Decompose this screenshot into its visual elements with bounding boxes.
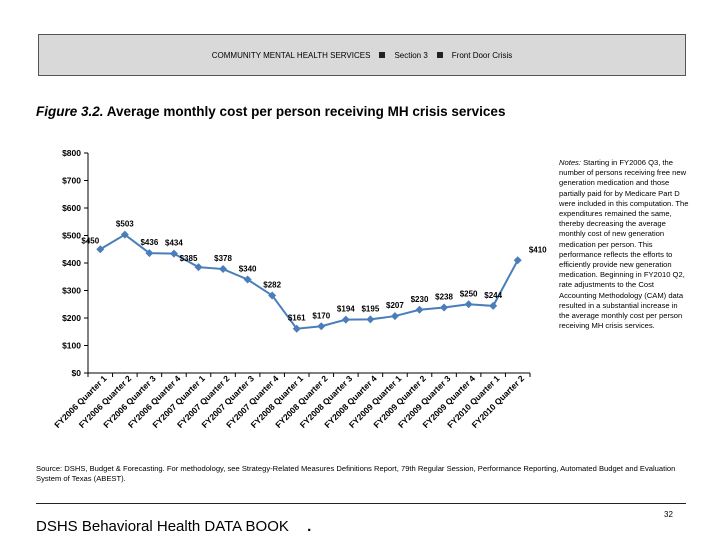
source-label: Source: — [36, 464, 63, 473]
data-point — [145, 249, 154, 258]
data-label: $207 — [386, 301, 404, 310]
y-tick-label: $600 — [62, 203, 81, 213]
figure-label: Figure 3.2. — [36, 104, 104, 119]
data-point — [513, 256, 522, 265]
data-point — [390, 312, 399, 321]
data-label: $244 — [484, 291, 502, 300]
footer-divider — [36, 503, 686, 504]
data-point — [292, 324, 301, 333]
data-point — [341, 315, 350, 324]
y-tick-labels: $0 $100 $200 $300 $400 $500 $600 $700 $800 — [62, 148, 81, 378]
y-tick-label: $200 — [62, 313, 81, 323]
data-label: $170 — [312, 311, 330, 320]
data-label: $238 — [435, 293, 453, 302]
data-point — [366, 315, 375, 324]
data-label: $410 — [529, 245, 547, 254]
footer-title: DSHS Behavioral Health DATA BOOK . — [36, 518, 311, 535]
section-number: Section 3 — [394, 50, 428, 60]
separator-square-icon — [379, 52, 386, 58]
footer-dot: . — [307, 518, 312, 535]
data-point — [194, 263, 203, 272]
section-header: COMMUNITY MENTAL HEALTH SERVICES Section… — [38, 34, 686, 76]
footer-title-text: DSHS Behavioral Health DATA BOOK — [36, 518, 289, 535]
data-label: $282 — [263, 280, 281, 289]
data-point — [96, 245, 105, 254]
data-point — [440, 303, 449, 312]
data-point — [317, 322, 326, 331]
data-label: $450 — [81, 236, 99, 245]
data-point — [169, 249, 178, 258]
data-label: $340 — [239, 265, 257, 274]
data-label: $385 — [180, 254, 198, 263]
data-label: $434 — [165, 239, 183, 248]
data-label: $230 — [411, 295, 429, 304]
section-label: COMMUNITY MENTAL HEALTH SERVICES — [211, 50, 371, 60]
chart-notes: Notes: Starting in FY2006 Q3, the number… — [559, 158, 689, 331]
y-tick-label: $300 — [62, 286, 81, 296]
data-point — [489, 301, 498, 310]
y-tick-label: $100 — [62, 341, 81, 351]
figure-title-text: Average monthly cost per person receivin… — [106, 104, 506, 119]
y-tick-label: $700 — [62, 176, 81, 186]
source-note: Source: DSHS, Budget & Forecasting. For … — [36, 464, 686, 484]
data-label: $436 — [140, 238, 158, 247]
notes-text: Starting in FY2006 Q3, the number of per… — [559, 158, 689, 331]
data-labels: $450 $503 $436 $434 $385 $378 $340 $282 $161 $170… — [81, 220, 547, 323]
data-point — [219, 265, 228, 274]
data-point — [415, 305, 424, 314]
data-point — [243, 275, 252, 284]
data-point — [464, 300, 473, 309]
data-label: $250 — [460, 289, 478, 298]
notes-label: Notes: — [559, 158, 581, 167]
separator-square-icon — [436, 52, 443, 58]
data-point — [268, 291, 277, 300]
data-label: $194 — [337, 305, 355, 314]
y-tick-label: $500 — [62, 231, 81, 241]
data-label: $195 — [361, 304, 379, 313]
section-name: Front Door Crisis — [451, 50, 513, 60]
data-label: $378 — [214, 254, 232, 263]
data-point — [120, 230, 129, 239]
data-points — [96, 230, 522, 333]
y-tick-label: $0 — [72, 368, 82, 378]
y-tick-label: $400 — [62, 258, 81, 268]
data-label: $503 — [116, 220, 134, 229]
chart-axes — [84, 152, 531, 377]
page-number: 32 — [664, 510, 673, 519]
figure-title: Figure 3.2. Average monthly cost per per… — [36, 104, 505, 119]
series-line — [99, 233, 519, 330]
data-label: $161 — [288, 314, 306, 323]
source-text: DSHS, Budget & Forecasting. For methodol… — [36, 464, 676, 483]
y-tick-label: $800 — [62, 148, 81, 158]
